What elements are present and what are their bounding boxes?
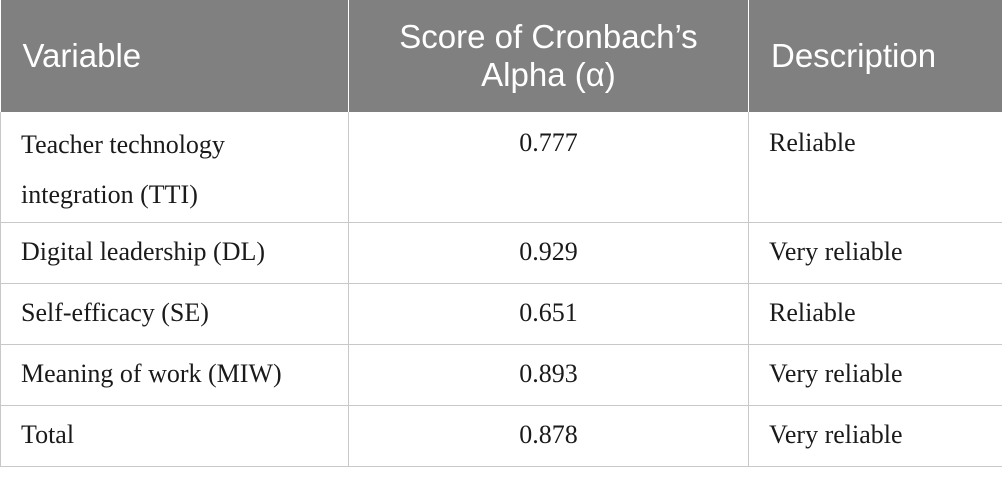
cell-score: 0.777 [348, 112, 749, 223]
table-header: Variable Score of Cronbach’s Alpha (α) D… [0, 0, 1002, 112]
cell-description: Very reliable [748, 405, 1002, 467]
cell-variable: Teacher technology integration (TTI) [0, 112, 349, 223]
table-row: Total 0.878 Very reliable [0, 405, 1002, 467]
header-description: Description [748, 0, 1002, 112]
cell-description: Very reliable [748, 344, 1002, 406]
reliability-table-container: Variable Score of Cronbach’s Alpha (α) D… [0, 0, 1002, 467]
cell-variable: Self-efficacy (SE) [0, 283, 349, 345]
cell-score: 0.893 [348, 344, 749, 406]
table-body: Teacher technology integration (TTI) 0.7… [0, 112, 1002, 467]
table-row: Self-efficacy (SE) 0.651 Reliable [0, 283, 1002, 345]
cell-score: 0.651 [348, 283, 749, 345]
reliability-table: Variable Score of Cronbach’s Alpha (α) D… [0, 0, 1002, 467]
cell-description: Reliable [748, 283, 1002, 345]
cell-score: 0.929 [348, 222, 749, 284]
header-score: Score of Cronbach’s Alpha (α) [348, 0, 749, 112]
cell-variable: Total [0, 405, 349, 467]
header-variable: Variable [0, 0, 349, 112]
cell-score: 0.878 [348, 405, 749, 467]
table-row: Digital leadership (DL) 0.929 Very relia… [0, 222, 1002, 284]
cell-variable: Meaning of work (MIW) [0, 344, 349, 406]
cell-variable: Digital leadership (DL) [0, 222, 349, 284]
cell-description: Very reliable [748, 222, 1002, 284]
cell-description: Reliable [748, 112, 1002, 223]
table-row: Meaning of work (MIW) 0.893 Very reliabl… [0, 344, 1002, 406]
table-row: Teacher technology integration (TTI) 0.7… [0, 112, 1002, 223]
header-row: Variable Score of Cronbach’s Alpha (α) D… [0, 0, 1002, 112]
